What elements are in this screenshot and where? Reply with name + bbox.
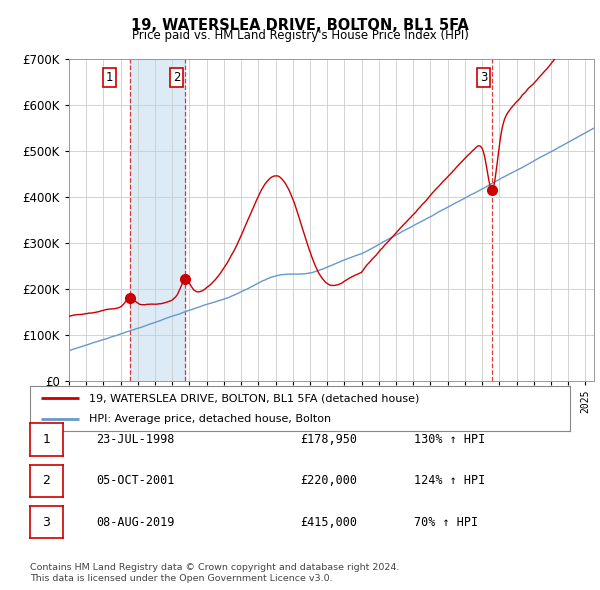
Text: 130% ↑ HPI: 130% ↑ HPI: [414, 433, 485, 446]
Text: £415,000: £415,000: [300, 516, 357, 529]
Text: HPI: Average price, detached house, Bolton: HPI: Average price, detached house, Bolt…: [89, 414, 332, 424]
Text: 08-AUG-2019: 08-AUG-2019: [96, 516, 175, 529]
Text: 1: 1: [43, 433, 50, 446]
Text: 1: 1: [106, 71, 113, 84]
Text: 23-JUL-1998: 23-JUL-1998: [96, 433, 175, 446]
Text: 2: 2: [173, 71, 181, 84]
Text: 124% ↑ HPI: 124% ↑ HPI: [414, 474, 485, 487]
Text: 3: 3: [480, 71, 488, 84]
Text: 19, WATERSLEA DRIVE, BOLTON, BL1 5FA (detached house): 19, WATERSLEA DRIVE, BOLTON, BL1 5FA (de…: [89, 394, 420, 404]
Text: 19, WATERSLEA DRIVE, BOLTON, BL1 5FA: 19, WATERSLEA DRIVE, BOLTON, BL1 5FA: [131, 18, 469, 32]
Text: Price paid vs. HM Land Registry's House Price Index (HPI): Price paid vs. HM Land Registry's House …: [131, 30, 469, 42]
Text: 05-OCT-2001: 05-OCT-2001: [96, 474, 175, 487]
Text: £220,000: £220,000: [300, 474, 357, 487]
Text: Contains HM Land Registry data © Crown copyright and database right 2024.
This d: Contains HM Land Registry data © Crown c…: [30, 563, 400, 583]
Text: 3: 3: [43, 516, 50, 529]
Text: 70% ↑ HPI: 70% ↑ HPI: [414, 516, 478, 529]
Bar: [130, 59, 185, 381]
Text: £178,950: £178,950: [300, 433, 357, 446]
Text: 2: 2: [43, 474, 50, 487]
